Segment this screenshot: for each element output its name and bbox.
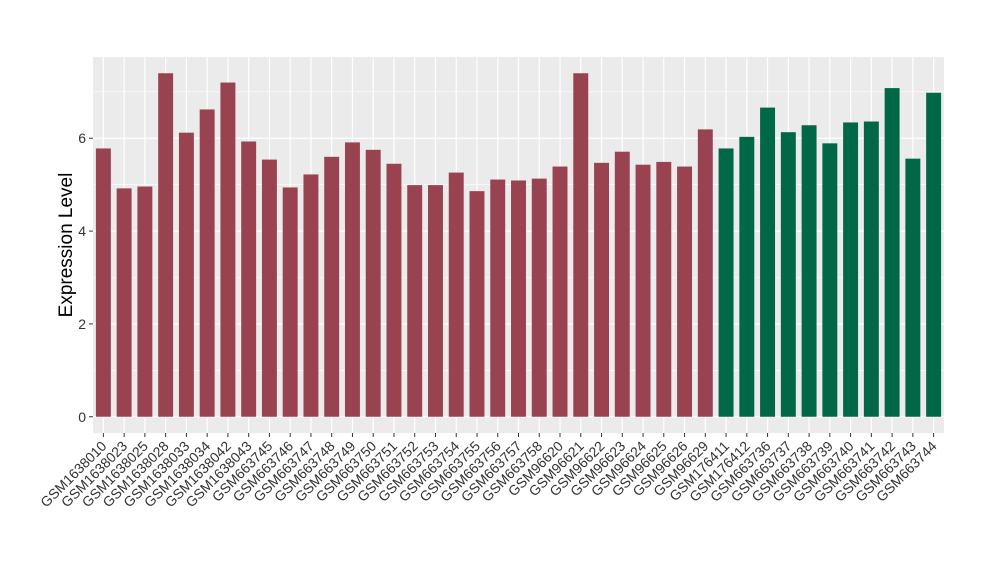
y-axis-title: Expression Level (56, 173, 77, 318)
bar-GSM1638010 (95, 148, 111, 417)
bar-GSM663742 (884, 88, 900, 417)
bar-GSM663758 (531, 178, 547, 417)
y-tick-label: 6 (78, 130, 86, 146)
bar-GSM663744 (926, 92, 942, 417)
bar-GSM96629 (697, 129, 713, 417)
bar-GSM1638023 (116, 188, 132, 417)
bars (95, 73, 942, 417)
y-tick-label: 2 (78, 316, 86, 332)
bar-GSM96624 (635, 164, 651, 417)
bar-GSM663750 (365, 149, 381, 417)
y-tick-label: 0 (78, 409, 86, 425)
bar-GSM663738 (801, 125, 817, 417)
bar-GSM663745 (261, 159, 277, 417)
y-axis: 0 2 4 6 (78, 130, 93, 425)
bar-GSM663737 (780, 132, 796, 417)
bar-GSM1638043 (241, 141, 257, 417)
x-axis: GSM1638010GSM1638023GSM1638025GSM1638028… (37, 433, 940, 510)
bar-GSM1638042 (220, 82, 236, 417)
bar-GSM663747 (303, 174, 319, 417)
y-tick-label: 4 (78, 223, 86, 239)
bar-GSM176411 (718, 148, 734, 417)
bar-GSM663749 (344, 142, 360, 417)
bar-GSM176412 (739, 136, 755, 417)
bar-GSM663739 (822, 143, 838, 417)
bar-GSM663751 (386, 163, 402, 417)
bar-GSM663754 (448, 172, 464, 417)
bar-GSM96621 (573, 73, 589, 417)
bar-GSM663740 (843, 122, 859, 417)
bar-GSM1638025 (137, 186, 153, 417)
bar-GSM663757 (511, 180, 526, 417)
bar-GSM1638033 (178, 132, 194, 417)
bar-GSM663755 (469, 191, 485, 417)
bar-GSM663756 (490, 179, 506, 417)
bar-GSM96623 (614, 151, 630, 417)
bar-GSM663741 (863, 121, 879, 417)
bar-GSM663746 (282, 187, 298, 417)
bar-GSM663736 (760, 107, 776, 417)
bar-GSM96620 (552, 166, 568, 417)
bar-GSM1638028 (158, 73, 174, 417)
bar-GSM96622 (594, 162, 609, 417)
bar-GSM663753 (428, 185, 443, 417)
bar-GSM663748 (324, 156, 340, 417)
bar-GSM96625 (656, 161, 672, 417)
bar-GSM663752 (407, 185, 423, 417)
bar-GSM663743 (905, 158, 921, 417)
bar-GSM1638034 (199, 109, 215, 417)
bar-GSM96626 (677, 166, 693, 417)
